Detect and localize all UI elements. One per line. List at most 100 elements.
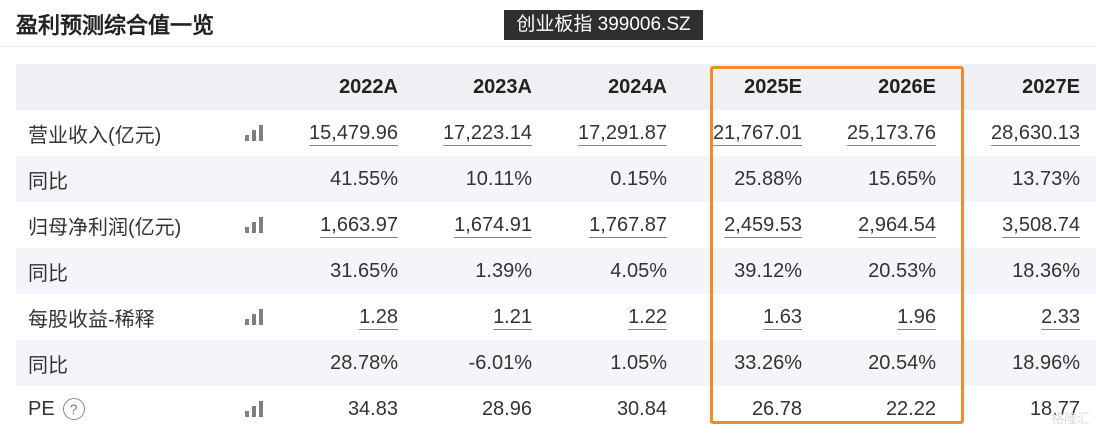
value-cell: 0.15% bbox=[548, 156, 683, 202]
row-label: 归母净利润(亿元) bbox=[28, 216, 182, 239]
value-link[interactable]: 2.33 bbox=[1041, 305, 1080, 330]
value-text: 18.77 bbox=[1029, 397, 1080, 420]
watermark: 格隆汇 bbox=[1050, 411, 1090, 426]
row-label-cell: 同比 bbox=[16, 156, 244, 202]
value-link[interactable]: 1.21 bbox=[493, 305, 532, 330]
value-cell: 1.39% bbox=[414, 248, 548, 294]
value-cell: 2,459.53 bbox=[683, 202, 818, 248]
value-cell: 28,630.13 bbox=[952, 110, 1096, 156]
row-label: PE bbox=[28, 397, 55, 420]
value-cell: 41.55% bbox=[284, 156, 414, 202]
value-text: 22.22 bbox=[885, 397, 936, 420]
value-cell: 1.96 bbox=[818, 294, 952, 340]
value-text: 28.78% bbox=[330, 351, 398, 374]
value-cell: 31.65% bbox=[284, 248, 414, 294]
value-text: 25.88% bbox=[734, 167, 802, 190]
value-text: 15.65% bbox=[868, 167, 936, 190]
value-text: 10.11% bbox=[465, 167, 532, 190]
table-row: 归母净利润(亿元) 1,663.97 1,674.91 1,767.87 2,459.5… bbox=[16, 202, 1096, 248]
chart-icon-cell bbox=[244, 386, 284, 432]
value-link[interactable]: 25,173.76 bbox=[847, 121, 936, 146]
row-label: 同比 bbox=[28, 262, 68, 285]
value-cell: 25.88% bbox=[683, 156, 818, 202]
value-cell: 10.11% bbox=[414, 156, 548, 202]
bar-chart-icon[interactable] bbox=[244, 125, 264, 142]
bar-chart-icon[interactable] bbox=[244, 401, 264, 418]
value-cell: 26.78 bbox=[683, 386, 818, 432]
value-cell: 1.28 bbox=[284, 294, 414, 340]
value-link[interactable]: 1,663.97 bbox=[320, 213, 398, 238]
chart-icon-cell bbox=[244, 294, 284, 340]
row-label: 营业收入(亿元) bbox=[28, 124, 162, 147]
value-cell: 1.63 bbox=[683, 294, 818, 340]
row-label: 同比 bbox=[28, 354, 68, 377]
value-link[interactable]: 1.63 bbox=[763, 305, 802, 330]
value-cell: 18.96% bbox=[952, 340, 1096, 386]
bar-chart-icon[interactable] bbox=[244, 217, 264, 234]
value-cell: 1,767.87 bbox=[548, 202, 683, 248]
column-header: 2022A bbox=[339, 75, 398, 98]
value-cell: 18.36% bbox=[952, 248, 1096, 294]
index-tag: 创业板指 399006.SZ bbox=[504, 10, 703, 40]
value-link[interactable]: 3,508.74 bbox=[1002, 213, 1080, 238]
chart-icon-cell bbox=[244, 248, 284, 294]
value-cell: 33.26% bbox=[683, 340, 818, 386]
value-link[interactable]: 2,964.54 bbox=[858, 213, 936, 238]
value-cell: 20.54% bbox=[818, 340, 952, 386]
value-cell: 34.83 bbox=[284, 386, 414, 432]
value-cell: 18.77 bbox=[952, 386, 1096, 432]
table-row: 营业收入(亿元) 15,479.96 17,223.14 17,291.87 21,76… bbox=[16, 110, 1096, 156]
table-row: PE? 34.83 28.96 30.84 26.78 22.22 18.77 bbox=[16, 386, 1096, 432]
value-link[interactable]: 1,767.87 bbox=[589, 213, 667, 238]
value-text: 13.73% bbox=[1012, 167, 1080, 190]
value-text: 41.55% bbox=[330, 167, 398, 190]
value-text: 34.83 bbox=[347, 397, 398, 420]
value-text: 18.96% bbox=[1012, 351, 1080, 374]
table-header-row: 2022A 2023A 2024A 2025E 2026E 2027E bbox=[16, 64, 1096, 110]
value-cell: 21,767.01 bbox=[683, 110, 818, 156]
value-cell: 15.65% bbox=[818, 156, 952, 202]
value-text: 28.96 bbox=[481, 397, 532, 420]
value-cell: 28.96 bbox=[414, 386, 548, 432]
value-link[interactable]: 21,767.01 bbox=[713, 121, 802, 146]
value-text: 0.15% bbox=[610, 167, 667, 190]
table-row: 同比 31.65% 1.39% 4.05% 39.12% 20.53% 18.36% bbox=[16, 248, 1096, 294]
row-label: 同比 bbox=[28, 170, 68, 193]
value-cell: 4.05% bbox=[548, 248, 683, 294]
value-text: 26.78 bbox=[751, 397, 802, 420]
header-icon-cell bbox=[244, 64, 284, 110]
row-label: 每股收益-稀释 bbox=[28, 308, 155, 331]
page-title: 盈利预测综合值一览 bbox=[16, 13, 215, 38]
value-cell: 1,663.97 bbox=[284, 202, 414, 248]
value-cell: 3,508.74 bbox=[952, 202, 1096, 248]
value-text: 1.05% bbox=[610, 351, 667, 374]
help-icon[interactable]: ? bbox=[62, 398, 85, 421]
row-label-cell: 营业收入(亿元) bbox=[16, 110, 244, 156]
value-link[interactable]: 17,223.14 bbox=[443, 121, 532, 146]
value-link[interactable]: 1.96 bbox=[897, 305, 936, 330]
value-link[interactable]: 1.22 bbox=[628, 305, 667, 330]
chart-icon-cell bbox=[244, 202, 284, 248]
value-cell: 13.73% bbox=[952, 156, 1096, 202]
bar-chart-icon[interactable] bbox=[244, 309, 264, 326]
value-cell: 15,479.96 bbox=[284, 110, 414, 156]
value-link[interactable]: 17,291.87 bbox=[578, 121, 667, 146]
value-link[interactable]: 1.28 bbox=[359, 305, 398, 330]
row-label-cell: 同比 bbox=[16, 248, 244, 294]
value-text: 18.36% bbox=[1012, 259, 1080, 282]
chart-icon-cell bbox=[244, 340, 284, 386]
value-link[interactable]: 15,479.96 bbox=[309, 121, 398, 146]
value-text: 1.39% bbox=[475, 259, 532, 282]
value-link[interactable]: 28,630.13 bbox=[991, 121, 1080, 146]
value-cell: 39.12% bbox=[683, 248, 818, 294]
value-cell: 1.21 bbox=[414, 294, 548, 340]
column-header: 2027E bbox=[1022, 75, 1080, 98]
value-text: -6.01% bbox=[468, 351, 532, 374]
value-cell: 30.84 bbox=[548, 386, 683, 432]
value-link[interactable]: 2,459.53 bbox=[724, 213, 802, 238]
value-cell: 1.22 bbox=[548, 294, 683, 340]
value-link[interactable]: 1,674.91 bbox=[454, 213, 532, 238]
value-cell: 22.22 bbox=[818, 386, 952, 432]
value-cell: 2.33 bbox=[952, 294, 1096, 340]
value-cell: 1.05% bbox=[548, 340, 683, 386]
